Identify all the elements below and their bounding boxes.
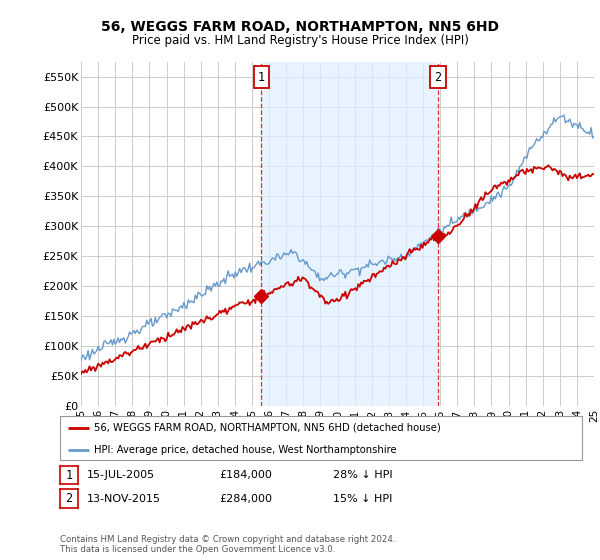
Text: 1: 1 (65, 469, 73, 482)
Text: 2: 2 (434, 71, 442, 83)
Text: 15% ↓ HPI: 15% ↓ HPI (333, 494, 392, 503)
Text: 15-JUL-2005: 15-JUL-2005 (87, 470, 155, 480)
Text: 2: 2 (65, 492, 73, 505)
Bar (261, 62, 438, 406)
Text: 1: 1 (257, 71, 265, 83)
Text: 13-NOV-2015: 13-NOV-2015 (87, 494, 161, 503)
Text: 56, WEGGS FARM ROAD, NORTHAMPTON, NN5 6HD: 56, WEGGS FARM ROAD, NORTHAMPTON, NN5 6H… (101, 20, 499, 34)
Text: Contains HM Land Registry data © Crown copyright and database right 2024.
This d: Contains HM Land Registry data © Crown c… (60, 535, 395, 554)
Text: £284,000: £284,000 (219, 494, 272, 503)
Text: 56, WEGGS FARM ROAD, NORTHAMPTON, NN5 6HD (detached house): 56, WEGGS FARM ROAD, NORTHAMPTON, NN5 6H… (94, 423, 440, 433)
Text: £184,000: £184,000 (219, 470, 272, 480)
Text: Price paid vs. HM Land Registry's House Price Index (HPI): Price paid vs. HM Land Registry's House … (131, 34, 469, 46)
Text: 28% ↓ HPI: 28% ↓ HPI (333, 470, 392, 480)
Text: HPI: Average price, detached house, West Northamptonshire: HPI: Average price, detached house, West… (94, 445, 397, 455)
